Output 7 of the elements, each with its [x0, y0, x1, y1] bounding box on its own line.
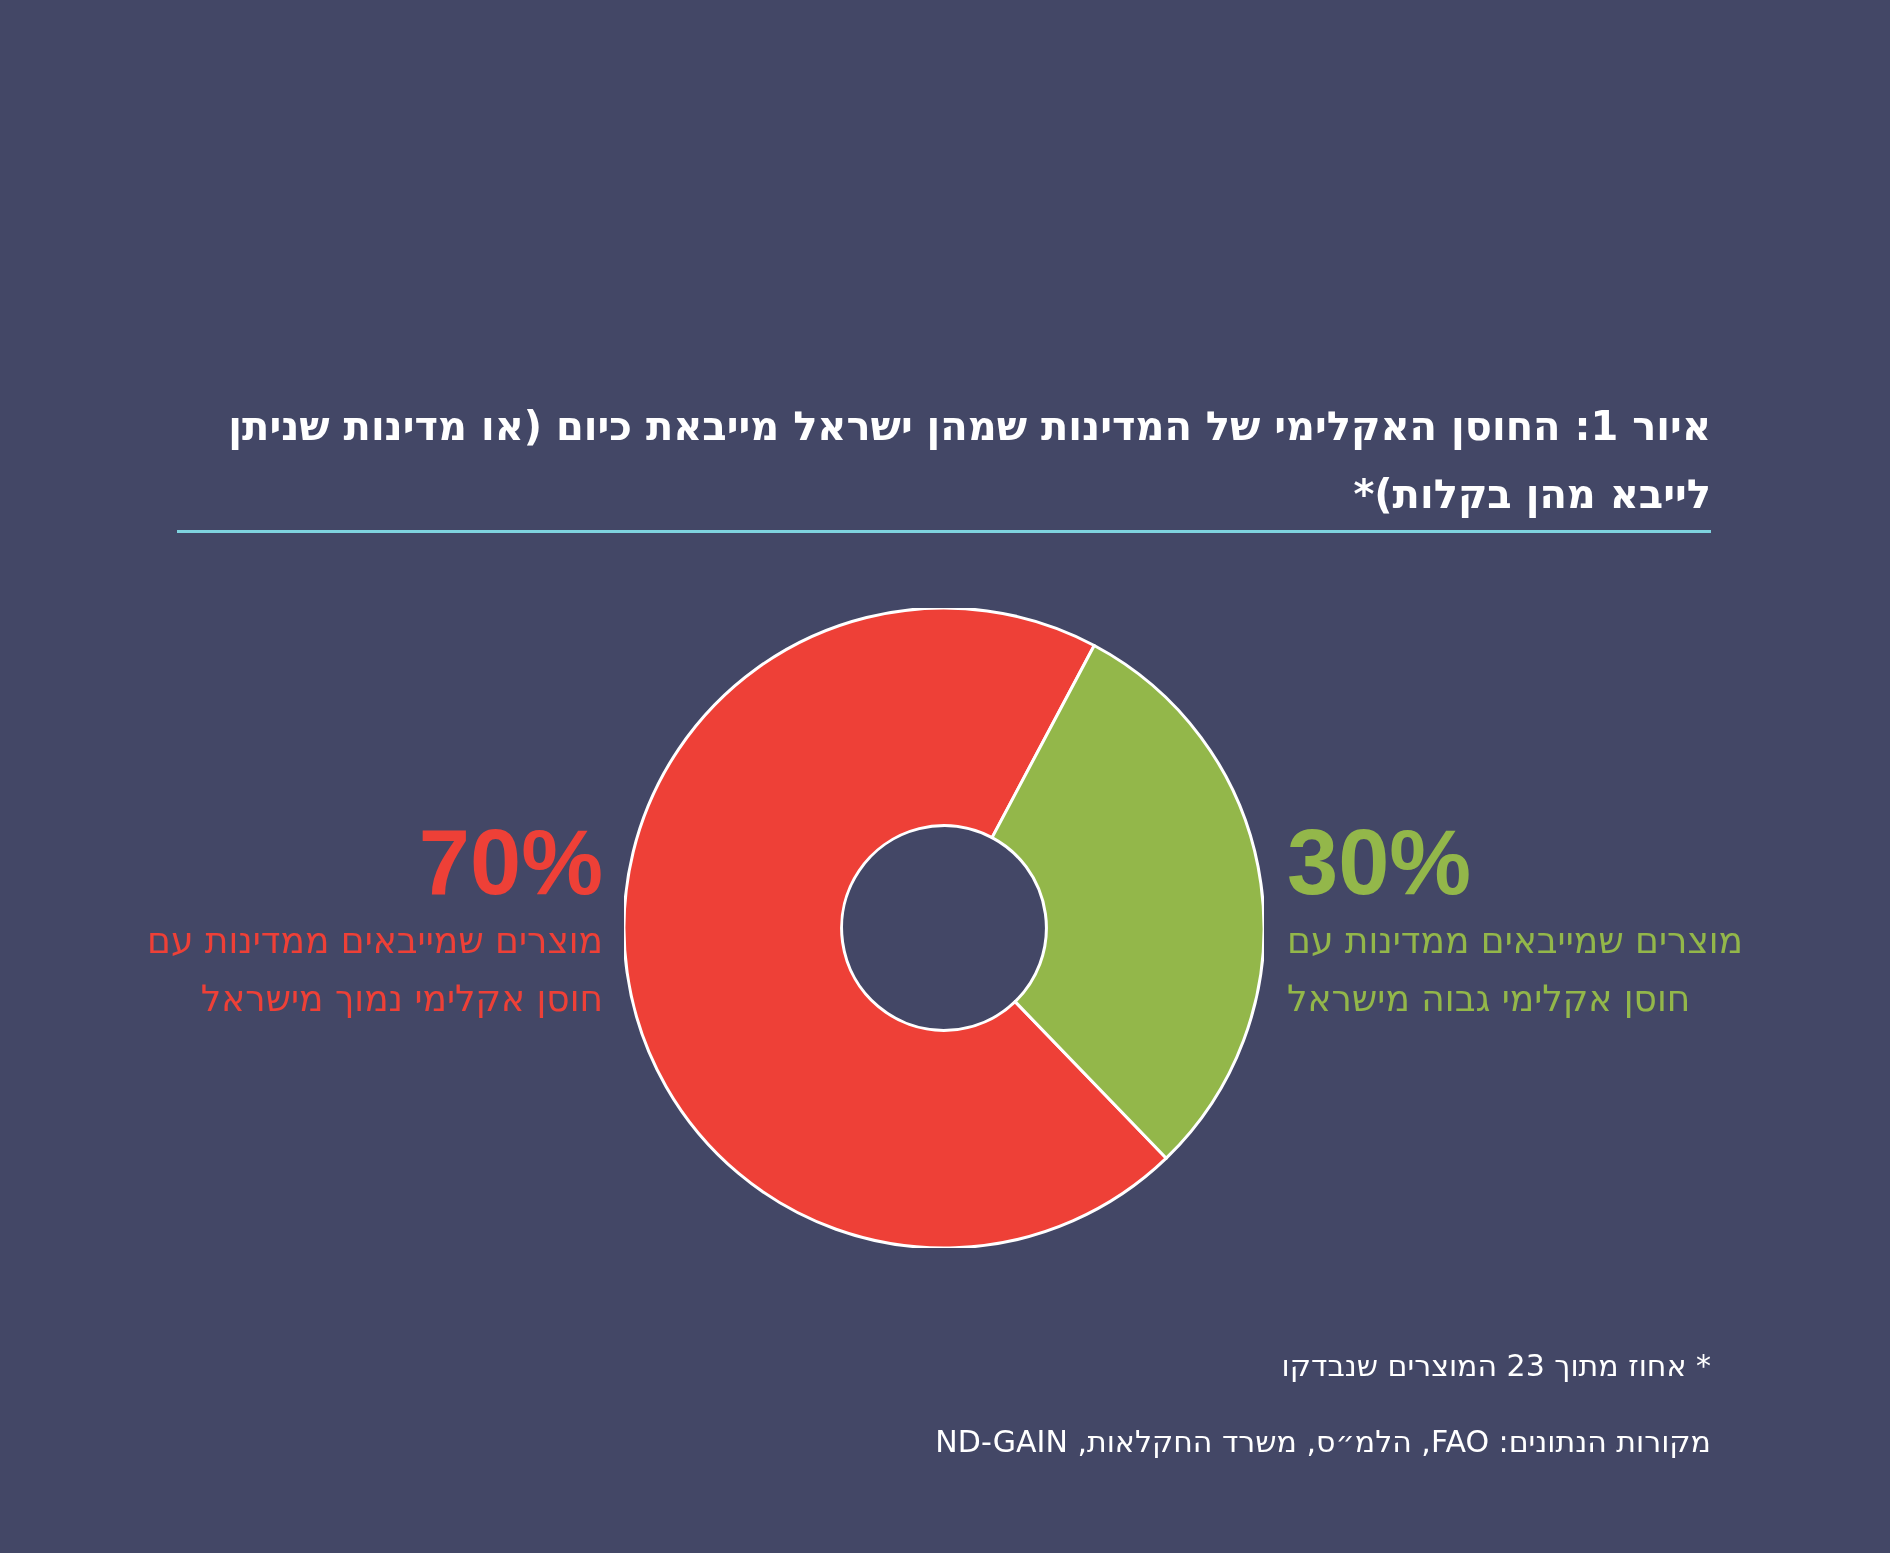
text: * אחוז מתוך 23 המוצרים שנבדקו: [1281, 1348, 1711, 1383]
chart-title: איור 1: החוסן האקלימי של המדינות שמהן ישראל מייבאת כיום (או מדינות שניתן לייבא מהן בקלות)*: [227, 402, 1711, 520]
data-label: 30%: [1287, 811, 1473, 913]
slice-label: מוצרים שמייבאים ממדינות עם חוסן אקלימי גבוה מישראל: [1287, 919, 1744, 1021]
text: מקורות הנתונים: FAO, הלמ״ס, משרד החקלאות, ND-GAIN: [935, 1424, 1711, 1459]
data-label: 70%: [417, 811, 603, 913]
slice-label: מוצרים שמייבאים ממדינות עם חוסן אקלימי נמוך מישראל: [146, 919, 603, 1021]
